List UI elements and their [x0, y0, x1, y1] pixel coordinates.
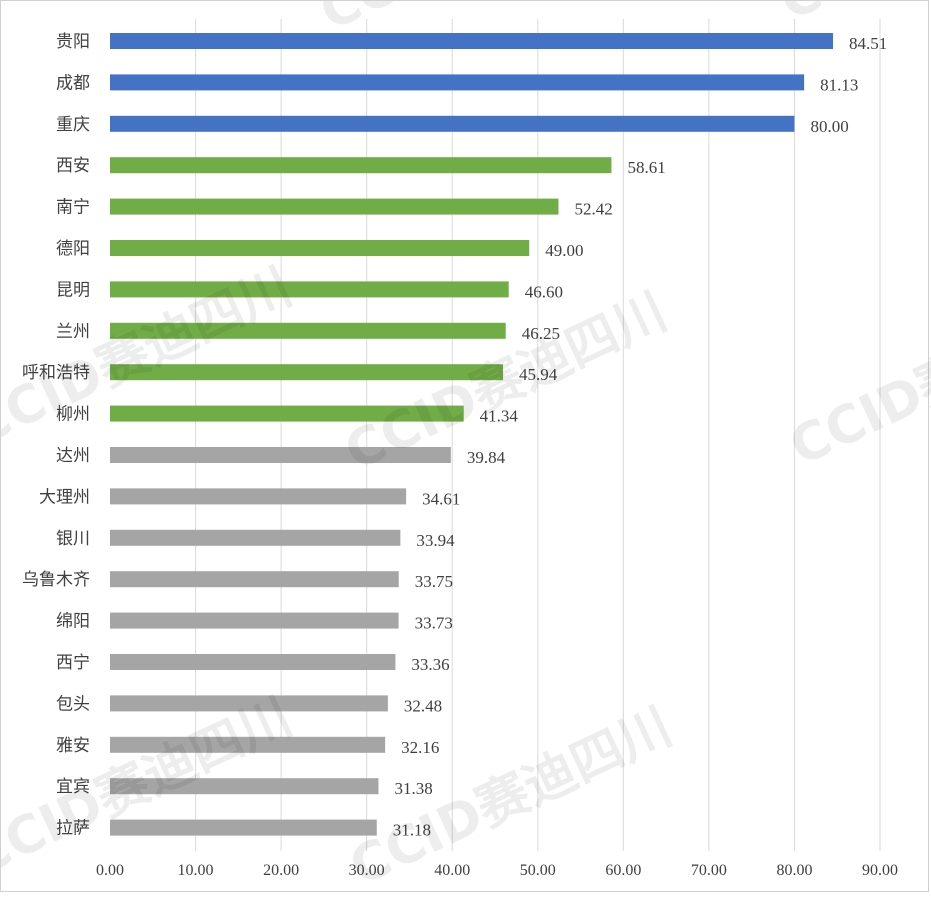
data-label: 33.36 [411, 655, 449, 674]
x-tick-label: 70.00 [691, 862, 727, 879]
data-label: 31.18 [393, 821, 431, 840]
bar [110, 819, 377, 836]
x-tick-label: 10.00 [178, 862, 214, 879]
category-label: 包头 [56, 694, 90, 714]
data-label: 46.60 [525, 282, 563, 301]
data-label: 41.34 [480, 407, 519, 426]
data-label: 84.51 [849, 34, 887, 53]
data-label: 49.00 [545, 241, 583, 260]
bar [110, 778, 379, 795]
bar [110, 447, 451, 463]
bar [110, 364, 504, 381]
bar [110, 654, 396, 670]
data-label: 31.38 [394, 779, 432, 798]
bar [110, 115, 795, 132]
data-label: 33.73 [415, 614, 453, 633]
data-label: 58.61 [627, 158, 665, 177]
bar [110, 281, 509, 298]
category-label: 重庆 [56, 115, 90, 135]
category-label: 拉萨 [56, 819, 90, 839]
category-label: 南宁 [56, 198, 90, 218]
x-tick-label: 60.00 [605, 862, 641, 879]
data-label: 39.84 [467, 448, 506, 467]
bar [110, 612, 399, 629]
data-label: 34.61 [422, 489, 460, 508]
data-label: 46.25 [522, 324, 560, 343]
category-label: 柳州 [56, 405, 90, 425]
bar [110, 33, 834, 49]
bar [110, 571, 399, 588]
data-label: 32.48 [404, 696, 442, 715]
watermark: CCID赛迪四川 [336, 282, 676, 483]
data-label: 32.16 [401, 738, 439, 757]
category-label: 兰州 [56, 322, 90, 342]
category-label: 大理州 [39, 487, 90, 507]
x-tick-label: 90.00 [862, 862, 898, 879]
data-label: 81.13 [820, 75, 858, 94]
data-label: 33.94 [416, 531, 455, 550]
x-tick-label: 80.00 [776, 862, 812, 879]
category-label: 西宁 [56, 653, 90, 673]
x-tick-label: 40.00 [434, 862, 470, 879]
bar [110, 74, 805, 91]
x-tick-label: 30.00 [349, 862, 385, 879]
category-label: 成都 [56, 73, 90, 93]
watermark: CCID赛迪四川 [781, 277, 931, 478]
bar [110, 488, 407, 505]
x-tick-label: 20.00 [263, 862, 299, 879]
bar [110, 695, 388, 712]
category-label: 宜宾 [56, 777, 90, 797]
category-label: 绵阳 [56, 612, 90, 632]
data-label: 52.42 [574, 200, 612, 219]
x-tick-label: 0.00 [96, 862, 124, 879]
category-label: 达州 [56, 446, 90, 466]
data-label: 80.00 [810, 117, 848, 136]
bar [110, 736, 386, 753]
category-label: 德阳 [56, 239, 90, 259]
category-label: 银川 [56, 529, 90, 549]
category-label: 乌鲁木齐 [22, 570, 90, 590]
category-label: 雅安 [56, 736, 90, 756]
bar [110, 198, 559, 215]
category-label: 西安 [56, 156, 90, 176]
data-label: 33.75 [415, 572, 453, 591]
bar [110, 157, 612, 174]
category-label: 昆明 [56, 280, 90, 300]
bar [110, 240, 530, 256]
bar [110, 529, 401, 546]
bar [110, 322, 506, 339]
category-label: 呼和浩特 [22, 363, 90, 383]
category-label: 贵阳 [56, 32, 90, 52]
data-label: 45.94 [519, 365, 558, 384]
x-tick-label: 50.00 [520, 862, 556, 879]
bar [110, 405, 464, 422]
watermark: CCID赛迪四川 [771, 1, 931, 33]
